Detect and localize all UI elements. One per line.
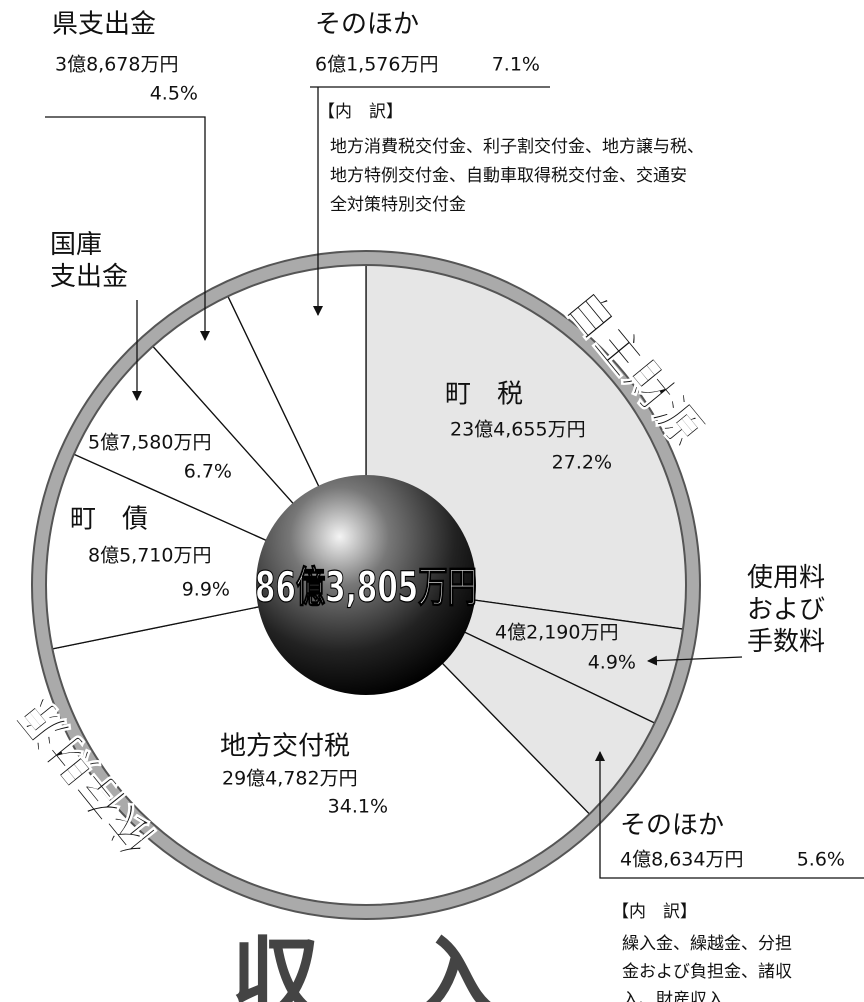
percent-label: 4.9% (588, 652, 636, 674)
percent-label: 9.9% (182, 579, 230, 601)
note-line: 全対策特別交付金 (330, 195, 466, 215)
note-heading: 【内 訳】 (318, 102, 403, 122)
slice-label: 地方交付税 (220, 732, 350, 762)
amount-label: 4億8,634万円 (620, 849, 743, 871)
note-line: 入、財産収入 (622, 990, 724, 1002)
note-line: 金および負担金、諸収 (622, 962, 792, 982)
amount-label: 6億1,576万円 (315, 54, 438, 76)
percent-label: 4.5% (150, 83, 198, 105)
amount-label: 23億4,655万円 (450, 419, 586, 441)
pointers (45, 86, 864, 879)
amount-label: 8億5,710万円 (88, 545, 211, 567)
amount-label: 4億2,190万円 (495, 622, 618, 644)
slice-label: 国庫支出金 (50, 230, 128, 292)
percent-label: 5.6% (797, 849, 845, 871)
slice-label: 県支出金 (52, 10, 156, 40)
footer: 収 入 (231, 927, 501, 1002)
percent-label: 34.1% (328, 796, 388, 818)
percent-label: 27.2% (552, 452, 612, 474)
amount-label: 29億4,782万円 (222, 768, 358, 790)
slice-label: 町 税 (445, 380, 523, 410)
note-heading: 【内 訳】 (612, 902, 697, 922)
note-line: 地方特例交付金、自動車取得税交付金、交通安 (330, 166, 687, 186)
center-sphere (256, 475, 476, 695)
slice-label: そのほか (620, 811, 724, 841)
slice-label: 町 債 (70, 505, 148, 535)
note-line: 地方消費税交付金、利子割交付金、地方譲与税、 (330, 137, 704, 157)
slice-label: そのほか (315, 10, 419, 40)
percent-label: 6.7% (184, 461, 232, 483)
amount-label: 3億8,678万円 (55, 54, 178, 76)
ring (33, 252, 699, 918)
percent-label: 7.1% (492, 54, 540, 76)
total: 86億3,805万円 (255, 563, 477, 612)
amount-label: 5億7,580万円 (88, 432, 211, 454)
slice-label: 使用料および手数料 (747, 563, 825, 657)
note-line: 繰入金、繰越金、分担 (622, 934, 792, 954)
